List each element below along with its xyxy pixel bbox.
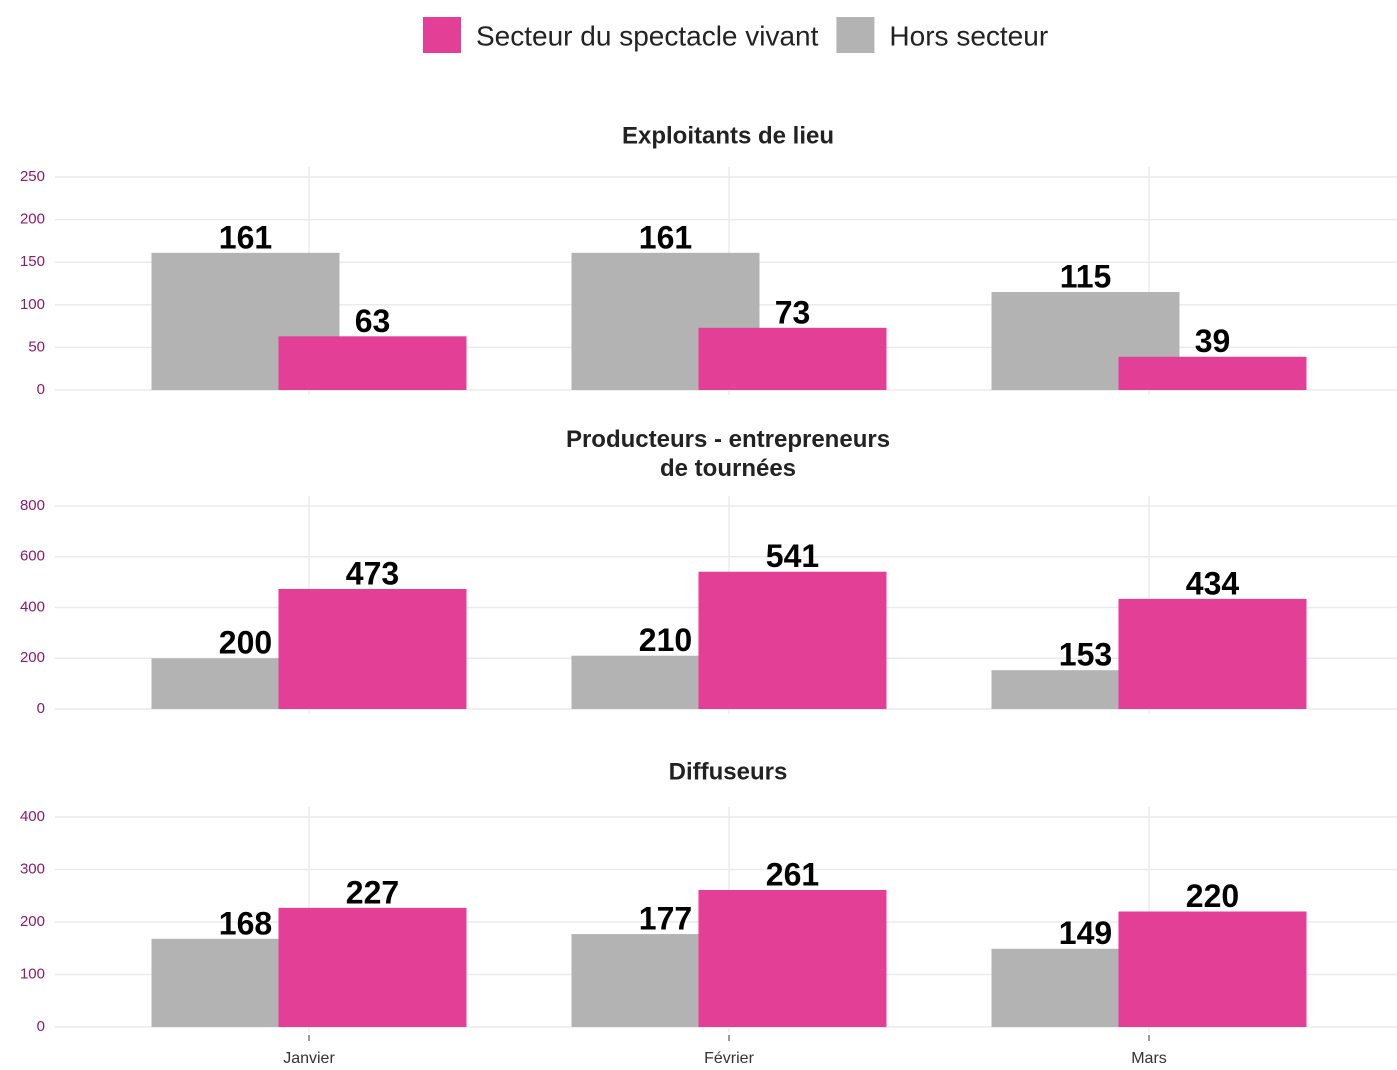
data-label: 39 xyxy=(1195,323,1231,359)
data-label: 63 xyxy=(355,303,391,339)
y-tick-label: 400 xyxy=(20,808,45,825)
legend-label: Secteur du spectacle vivant xyxy=(476,20,819,51)
panel-title: Diffuseurs xyxy=(669,758,788,785)
bar xyxy=(1118,598,1307,709)
y-tick-label: 0 xyxy=(37,1018,45,1035)
bar xyxy=(698,889,887,1027)
bar xyxy=(1118,356,1307,390)
data-label: 177 xyxy=(639,901,692,937)
y-tick-label: 300 xyxy=(20,860,45,877)
legend-swatch xyxy=(836,17,875,53)
y-tick-label: 100 xyxy=(20,296,45,313)
data-label: 149 xyxy=(1059,915,1112,951)
x-tick-label: Janvier xyxy=(283,1050,335,1067)
legend-swatch xyxy=(423,17,461,53)
data-label: 200 xyxy=(219,625,272,661)
panel-title: Exploitants de lieu xyxy=(622,122,834,149)
data-label: 227 xyxy=(346,874,399,910)
x-tick-label: Mars xyxy=(1131,1050,1167,1067)
bar xyxy=(278,907,467,1027)
data-label: 210 xyxy=(639,622,692,658)
y-tick-label: 100 xyxy=(20,965,45,982)
legend-label: Hors secteur xyxy=(889,20,1048,51)
y-tick-label: 200 xyxy=(20,211,45,228)
y-tick-label: 0 xyxy=(37,700,45,717)
data-label: 220 xyxy=(1186,878,1239,914)
data-label: 261 xyxy=(766,856,819,892)
bar xyxy=(698,327,887,390)
data-label: 168 xyxy=(219,905,272,941)
data-label: 115 xyxy=(1060,258,1112,294)
bar xyxy=(278,588,467,709)
x-tick-label: Février xyxy=(704,1050,754,1067)
data-label: 434 xyxy=(1186,565,1240,601)
y-tick-label: 400 xyxy=(20,598,45,615)
data-label: 153 xyxy=(1059,637,1112,673)
data-label: 73 xyxy=(775,294,811,330)
data-label: 161 xyxy=(219,219,272,255)
bar xyxy=(1118,911,1307,1027)
bar xyxy=(278,336,467,390)
data-label: 541 xyxy=(766,538,819,574)
y-tick-label: 250 xyxy=(20,168,45,185)
y-tick-label: 200 xyxy=(20,913,45,930)
panel-title: Producteurs - entrepreneurs de tournées xyxy=(566,426,890,482)
data-label: 473 xyxy=(346,555,399,591)
y-tick-label: 50 xyxy=(28,338,45,355)
y-tick-label: 200 xyxy=(20,649,45,666)
y-tick-label: 800 xyxy=(20,497,45,514)
data-label: 161 xyxy=(639,219,692,255)
y-tick-label: 600 xyxy=(20,548,45,565)
bar xyxy=(698,571,887,709)
y-tick-label: 150 xyxy=(20,253,45,270)
y-tick-label: 0 xyxy=(37,381,45,398)
